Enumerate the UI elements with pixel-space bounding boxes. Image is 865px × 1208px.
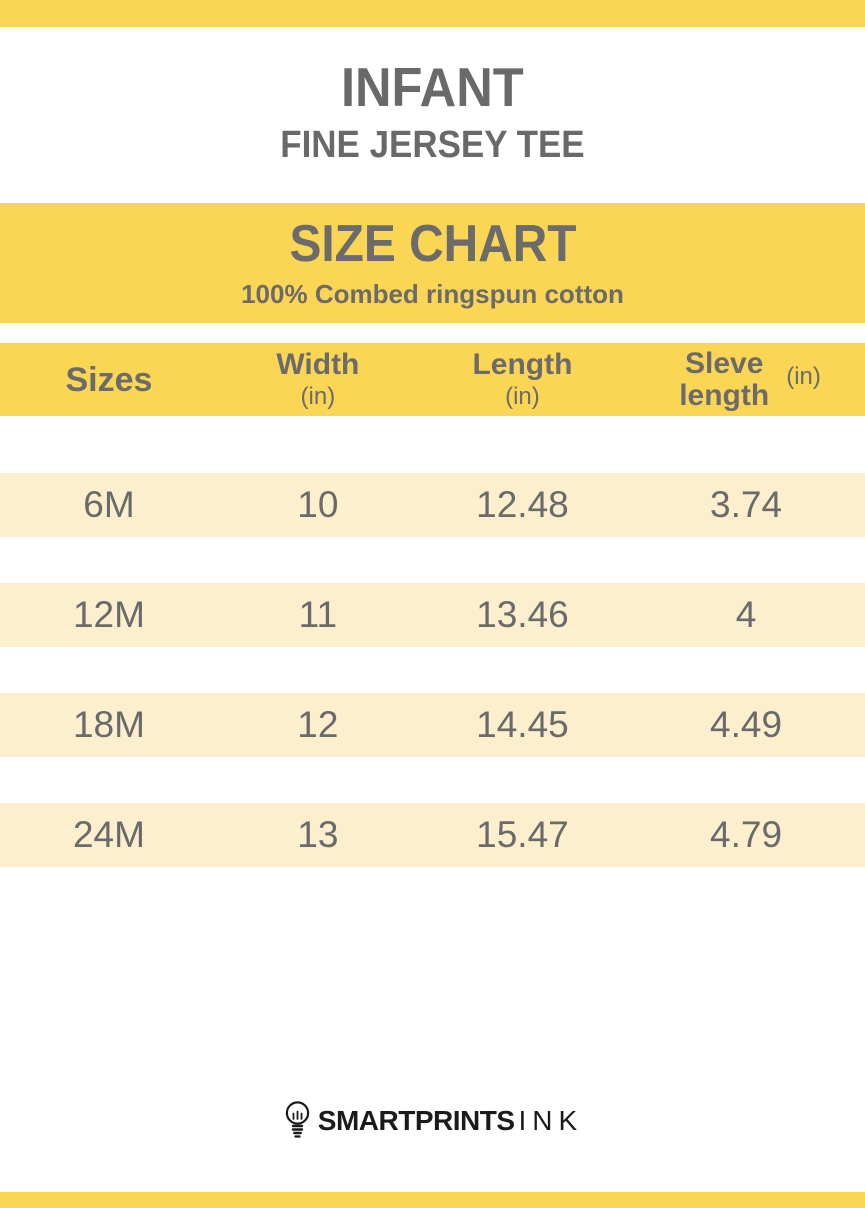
column-header-sizes: Sizes xyxy=(0,343,218,416)
column-unit: (in) xyxy=(300,383,336,410)
cell-length: 15.47 xyxy=(476,814,569,855)
cell-length: 14.45 xyxy=(476,704,569,745)
cell-width: 10 xyxy=(297,484,339,525)
cell-sleeve: 4.49 xyxy=(710,704,783,745)
column-unit: (in) xyxy=(786,363,821,390)
product-title-text: INFANT xyxy=(341,56,524,118)
banner-title: SIZE CHART xyxy=(0,216,865,272)
column-label: Sizes xyxy=(65,360,153,399)
cell-length: 13.46 xyxy=(476,594,569,635)
top-accent-bar xyxy=(0,0,865,27)
column-label: Sleve length xyxy=(679,346,770,412)
column-header-sleeve-length: Sleve length (in) xyxy=(627,343,865,416)
banner-title-text: SIZE CHART xyxy=(288,215,577,273)
size-table: Sizes Width (in) Length (in) Sleve lengt… xyxy=(0,343,865,867)
cell-size: 18M xyxy=(72,704,145,745)
table-body: 6M 10 12.48 3.74 12M 11 13.46 4 18M 12 1… xyxy=(0,473,865,867)
cell-sleeve: 4 xyxy=(735,594,757,635)
lightbulb-icon xyxy=(282,1100,313,1141)
cell-size: 24M xyxy=(72,814,145,855)
product-header: INFANT FINE JERSEY TEE xyxy=(0,59,865,166)
cell-width: 11 xyxy=(298,594,338,635)
size-chart-banner: SIZE CHART 100% Combed ringspun cotton xyxy=(0,203,865,323)
product-subtitle-text: FINE JERSEY TEE xyxy=(280,124,585,166)
table-row: 24M 13 15.47 4.79 xyxy=(0,803,865,867)
column-label: Length xyxy=(472,348,573,381)
column-header-width: Width (in) xyxy=(218,343,418,416)
bottom-accent-bar xyxy=(0,1192,865,1208)
cell-sleeve: 4.79 xyxy=(710,814,783,855)
cell-width: 13 xyxy=(297,814,339,855)
cell-sleeve: 3.74 xyxy=(710,484,783,525)
brand-footer: SMARTPRINTS INK xyxy=(0,1100,865,1141)
product-subtitle: FINE JERSEY TEE xyxy=(0,125,865,166)
column-label: Width xyxy=(276,348,360,381)
banner-subtitle: 100% Combed ringspun cotton xyxy=(241,279,624,309)
table-row: 12M 11 13.46 4 xyxy=(0,583,865,647)
cell-length: 12.48 xyxy=(476,484,569,525)
cell-width: 12 xyxy=(297,704,339,745)
product-title: INFANT xyxy=(0,59,865,116)
brand-name-primary: SMARTPRINTS xyxy=(317,1104,515,1136)
column-unit: (in) xyxy=(505,383,540,410)
brand-name-secondary: INK xyxy=(518,1104,584,1136)
table-row: 6M 10 12.48 3.74 xyxy=(0,473,865,537)
table-header-row: Sizes Width (in) Length (in) Sleve lengt… xyxy=(0,343,865,416)
table-row: 18M 12 14.45 4.49 xyxy=(0,693,865,757)
cell-size: 6M xyxy=(83,484,135,525)
cell-size: 12M xyxy=(72,594,145,635)
column-header-length: Length (in) xyxy=(418,343,627,416)
